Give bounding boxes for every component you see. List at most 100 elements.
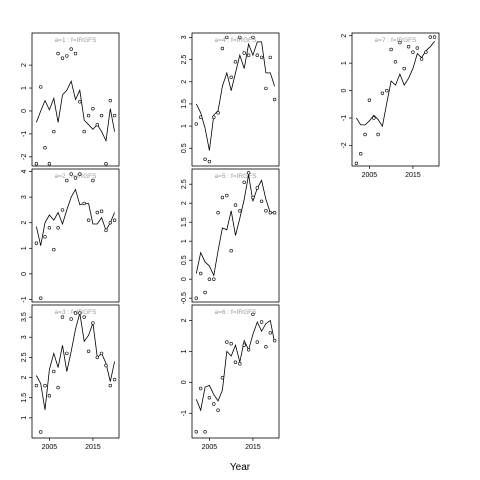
panel-a4: a=4 : f=IRGFS 0.5 1 1.5 2 2.5 3 [181, 32, 280, 167]
data-point [385, 88, 389, 93]
data-point [34, 241, 39, 245]
data-point [99, 351, 104, 356]
panel-frame [191, 32, 280, 167]
data-point [354, 161, 359, 166]
x-tick-label: 2015 [85, 444, 101, 451]
data-point [246, 53, 251, 57]
y-tick-label: 2 [181, 80, 188, 84]
data-point [112, 377, 117, 382]
y-tick-label: 1 [181, 349, 188, 353]
panel-label: a=7 : f=IRGFS [375, 37, 418, 44]
data-point [233, 203, 238, 207]
y-tick-label: -0.5 [181, 292, 188, 304]
y-tick-label: 3 [21, 195, 28, 199]
data-point [372, 116, 376, 120]
y-tick-label: 2 [181, 201, 188, 205]
x-tick-label: 2015 [245, 444, 261, 451]
data-point [255, 186, 259, 190]
data-point [99, 209, 104, 213]
data-point [52, 129, 56, 134]
data-point [86, 113, 91, 118]
y-tick-label: 3.5 [21, 312, 28, 322]
data-point [69, 317, 73, 321]
data-point [238, 362, 242, 366]
data-point [238, 209, 242, 213]
data-point [194, 122, 199, 126]
data-point [91, 106, 95, 111]
data-point [432, 35, 437, 39]
data-point [38, 296, 43, 300]
data-point [43, 235, 47, 239]
data-point [251, 312, 255, 316]
y-tick-label: 0.5 [181, 143, 188, 153]
data-point [56, 226, 60, 230]
data-point [268, 331, 272, 335]
x-tick-label: 2005 [362, 172, 378, 179]
x-tick-label: 2015 [405, 172, 421, 179]
data-point [212, 277, 216, 281]
panel-frame [31, 32, 120, 167]
y-tick-label: 2.5 [181, 55, 188, 65]
data-point [34, 162, 39, 166]
data-point [229, 342, 233, 346]
data-point [268, 55, 272, 60]
series-line [195, 174, 275, 277]
panel-frame [31, 168, 120, 303]
data-point [95, 122, 100, 127]
y-tick-label: 2 [21, 63, 28, 67]
data-point [212, 402, 216, 406]
data-point [56, 385, 60, 390]
data-point [242, 51, 246, 55]
data-point [78, 172, 82, 176]
series-line [356, 40, 435, 128]
data-point [108, 383, 113, 388]
y-tick-label: 2.5 [21, 352, 28, 362]
data-point [38, 85, 43, 89]
x-axis-title: Year [230, 462, 251, 473]
y-tick-label: -2 [341, 142, 348, 148]
data-point [259, 320, 264, 324]
panel-a7: a=7 : f=IRGFS -2 -1 0 1 2 2005 2015 [341, 32, 440, 179]
y-tick-label: 1.5 [181, 217, 188, 227]
data-point [112, 113, 117, 118]
data-point [199, 386, 203, 391]
data-point [363, 132, 367, 137]
data-point [251, 35, 255, 40]
data-point [73, 311, 78, 315]
data-point [380, 91, 385, 96]
y-tick-label: 1 [341, 61, 348, 65]
x-tick-label: 2005 [202, 444, 218, 451]
y-tick-label: -1 [341, 115, 348, 121]
data-point [246, 348, 251, 352]
data-point [220, 195, 225, 200]
data-point [415, 46, 419, 50]
panel-frame [351, 32, 440, 167]
data-point [69, 172, 73, 176]
x-tick-label: 2005 [42, 444, 58, 451]
panel-frame [191, 304, 280, 439]
data-point [272, 97, 277, 102]
y-tick-label: 2 [21, 375, 28, 379]
data-point [359, 152, 363, 156]
y-tick-label: 1.5 [181, 99, 188, 109]
y-tick-label: 0 [341, 89, 348, 93]
data-point [411, 50, 415, 54]
data-point [424, 50, 428, 54]
data-point [47, 162, 52, 166]
data-point [203, 157, 207, 162]
data-point [52, 369, 56, 374]
panel-label: a=4 : f=IRGFS [215, 37, 258, 44]
data-point [108, 221, 113, 225]
data-point [194, 430, 199, 434]
data-point [246, 171, 251, 175]
data-point [398, 40, 402, 45]
y-tick-label: 0 [181, 277, 188, 281]
panel-a6: a=6 : f=IRGFS -1 0 1 2 2005 2015 [181, 304, 280, 451]
data-point [104, 228, 108, 233]
series-line [195, 319, 275, 412]
panel-label: a=6 : f=IRGFS [215, 309, 258, 316]
data-point [82, 201, 86, 206]
data-point [207, 159, 212, 164]
